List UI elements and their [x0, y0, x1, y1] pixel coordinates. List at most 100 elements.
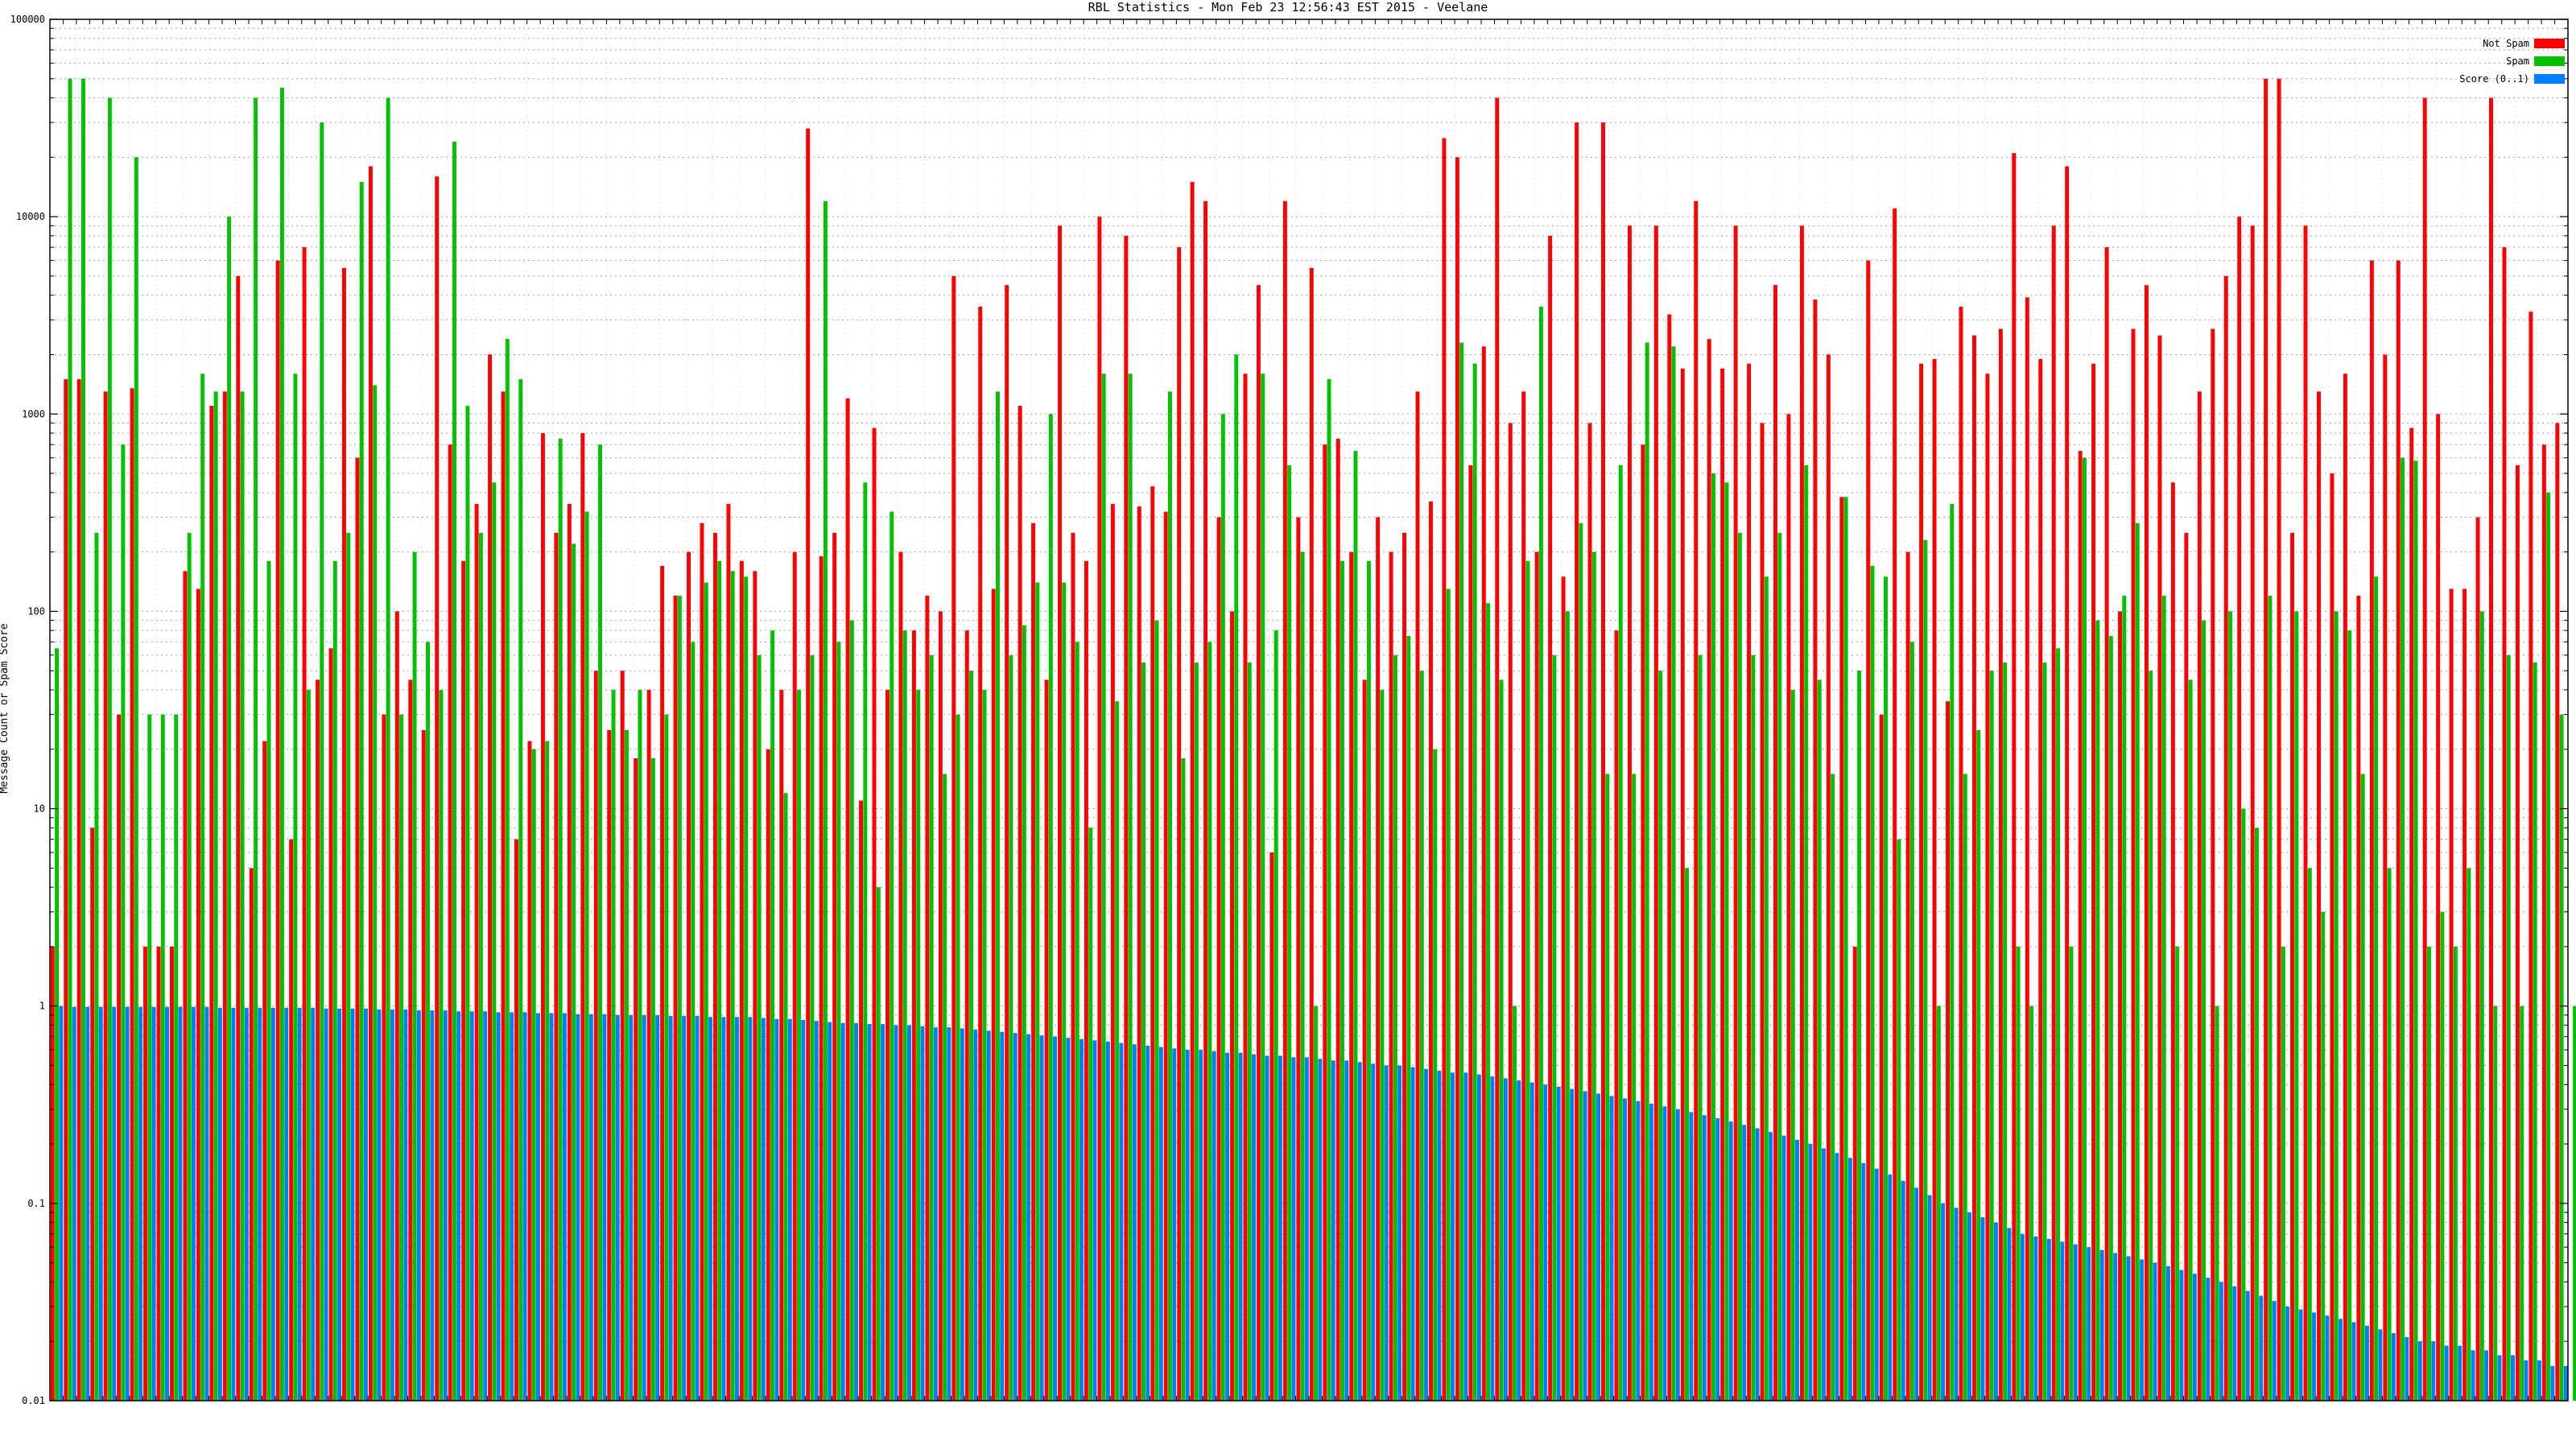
bar-not-spam: [1309, 267, 1314, 1402]
bar-not-spam: [700, 522, 704, 1401]
legend-label-not-spam: Not Spam: [2483, 38, 2529, 49]
bar-spam: [518, 379, 523, 1402]
bar-spam: [730, 571, 735, 1401]
bar-score: [947, 1027, 952, 1401]
bar-spam: [2161, 596, 2166, 1401]
bar-score: [1066, 1038, 1071, 1401]
bar-spam: [266, 560, 271, 1401]
bar-spam: [572, 543, 576, 1401]
bar-spam: [1711, 473, 1715, 1401]
bar-spam: [187, 532, 192, 1401]
bar-score: [1371, 1063, 1376, 1401]
bar-score: [655, 1014, 660, 1401]
bar-spam: [94, 532, 99, 1401]
bar-spam: [2307, 868, 2312, 1401]
bar-spam: [1353, 451, 1358, 1401]
bar-not-spam: [819, 556, 824, 1401]
bar-not-spam: [2145, 285, 2149, 1402]
bar-not-spam: [103, 391, 108, 1402]
bar-spam: [916, 689, 921, 1401]
bar-spam: [1804, 464, 1809, 1401]
bar-not-spam: [1893, 208, 1897, 1401]
legend-label-score: Score (0..1): [2459, 73, 2529, 85]
bar-not-spam: [634, 758, 638, 1401]
bar-spam: [770, 630, 775, 1401]
bar-not-spam: [1720, 368, 1725, 1401]
bar-spam: [1552, 654, 1557, 1401]
bar-score: [2364, 1325, 2369, 1401]
bar-not-spam: [2449, 588, 2454, 1401]
bar-not-spam: [474, 504, 479, 1401]
bar-not-spam: [1296, 517, 1301, 1401]
bar-not-spam: [183, 571, 188, 1401]
bar-score: [337, 1008, 342, 1401]
bar-spam: [1790, 689, 1795, 1401]
bar-spam: [1923, 539, 1928, 1401]
bar-score: [1026, 1034, 1031, 1401]
bar-not-spam: [1786, 414, 1791, 1402]
bar-spam: [1314, 1005, 1319, 1401]
bar-spam: [1327, 379, 1331, 1402]
bar-score: [98, 1006, 103, 1401]
bar-not-spam: [50, 946, 55, 1401]
bar-score: [761, 1018, 766, 1401]
bar-spam: [2149, 671, 2153, 1401]
bar-not-spam: [527, 741, 532, 1401]
bar-spam: [849, 620, 854, 1401]
bar-not-spam: [1468, 464, 1473, 1401]
bar-not-spam: [461, 560, 466, 1401]
bar-spam: [1300, 551, 1305, 1401]
bar-score: [1543, 1084, 1548, 1401]
bar-not-spam: [1230, 611, 1234, 1401]
bar-score: [1039, 1035, 1044, 1401]
bar-spam: [426, 642, 430, 1401]
bar-spam: [584, 511, 589, 1401]
bar-score: [1146, 1045, 1150, 1401]
bar-not-spam: [2396, 260, 2401, 1402]
bar-score: [2099, 1249, 2104, 1401]
bar-not-spam: [2065, 166, 2070, 1402]
bar-spam: [121, 444, 126, 1402]
bar-not-spam: [2541, 444, 2546, 1402]
bar-score: [1728, 1121, 1733, 1401]
bar-score: [2192, 1274, 2197, 1401]
bar-score: [1450, 1072, 1455, 1401]
bar-spam: [744, 576, 749, 1401]
bar-not-spam: [1773, 285, 1777, 1402]
bar-not-spam: [368, 166, 373, 1402]
bar-not-spam: [2290, 532, 2295, 1401]
bar-not-spam: [2118, 611, 2123, 1401]
bar-spam: [2175, 946, 2180, 1401]
bar-spam: [2573, 1005, 2576, 1401]
bar-score: [1476, 1074, 1481, 1401]
bar-spam: [346, 532, 351, 1401]
bar-score: [2232, 1286, 2237, 1401]
bar-spam: [664, 714, 669, 1401]
bar-not-spam: [2051, 225, 2056, 1401]
bar-spam: [797, 689, 801, 1401]
bar-spam: [2003, 663, 2008, 1401]
bar-not-spam: [593, 671, 598, 1401]
bar-score: [907, 1025, 911, 1401]
bar-spam: [1154, 620, 1159, 1401]
bar-not-spam: [1269, 852, 1274, 1401]
bar-not-spam: [448, 444, 452, 1402]
bar-score: [2484, 1350, 2489, 1401]
bar-spam: [2016, 946, 2021, 1401]
bar-not-spam: [1561, 576, 1566, 1401]
bar-not-spam: [2303, 225, 2308, 1401]
bar-score: [1463, 1072, 1468, 1401]
bar-score: [1053, 1036, 1058, 1401]
bar-score: [1755, 1128, 1760, 1401]
bar-spam: [1658, 671, 1663, 1401]
bar-not-spam: [435, 176, 440, 1402]
bar-not-spam: [1442, 138, 1447, 1402]
bar-score: [2378, 1329, 2383, 1401]
bar-not-spam: [1044, 679, 1049, 1401]
bar-score: [1384, 1065, 1389, 1401]
bar-score: [2497, 1355, 2502, 1401]
bar-spam: [1870, 565, 1875, 1401]
bar-spam: [757, 654, 762, 1401]
bar-spam: [1234, 354, 1239, 1401]
bar-not-spam: [1905, 551, 1910, 1401]
